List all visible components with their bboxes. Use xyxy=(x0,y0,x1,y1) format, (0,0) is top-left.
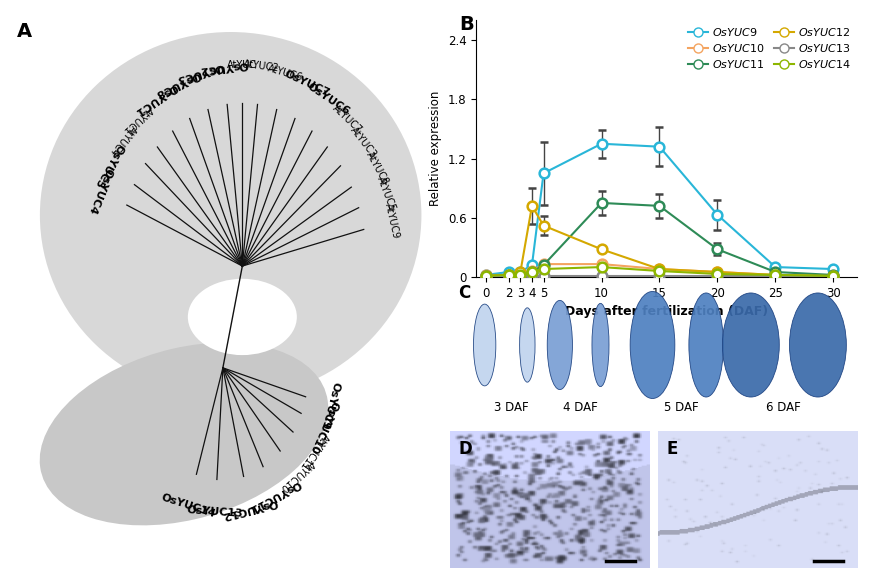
Text: AtYUC2: AtYUC2 xyxy=(242,59,280,74)
Text: OsYUC7: OsYUC7 xyxy=(283,69,331,99)
Text: OsYUC12: OsYUC12 xyxy=(221,497,279,520)
Text: AtYUC10: AtYUC10 xyxy=(278,458,316,493)
Ellipse shape xyxy=(723,293,780,397)
Text: AtYUC8: AtYUC8 xyxy=(364,150,390,187)
Text: AtYUC5: AtYUC5 xyxy=(375,175,397,213)
Text: AtYUC1: AtYUC1 xyxy=(121,103,154,135)
Ellipse shape xyxy=(39,343,328,525)
Text: C: C xyxy=(458,284,470,302)
Text: A: A xyxy=(17,22,31,41)
Text: E: E xyxy=(666,440,677,458)
Text: OsYUC13: OsYUC13 xyxy=(187,505,244,519)
Text: AtYUC4: AtYUC4 xyxy=(108,122,138,157)
Ellipse shape xyxy=(520,308,535,382)
Ellipse shape xyxy=(188,279,297,355)
Text: B: B xyxy=(459,15,474,34)
Text: AtYUC: AtYUC xyxy=(227,60,258,70)
Text: OsYUC14: OsYUC14 xyxy=(160,492,217,519)
Legend: $\it{OsYUC9}$, $\it{OsYUC10}$, $\it{OsYUC11}$, $\it{OsYUC12}$, $\it{OsYUC13}$, $: $\it{OsYUC9}$, $\it{OsYUC10}$, $\it{OsYU… xyxy=(688,26,851,70)
Text: AtYUC7: AtYUC7 xyxy=(330,103,364,135)
Text: AtYUC11: AtYUC11 xyxy=(297,431,330,471)
Text: OsYUC11: OsYUC11 xyxy=(247,478,302,514)
Text: OsYUC1: OsYUC1 xyxy=(134,82,179,117)
Text: OsYUC2: OsYUC2 xyxy=(198,59,248,75)
Text: OsYUC5: OsYUC5 xyxy=(93,142,126,189)
X-axis label: Days after fertilization (DAF): Days after fertilization (DAF) xyxy=(565,305,768,318)
Text: AtYUC9: AtYUC9 xyxy=(383,202,401,240)
Ellipse shape xyxy=(689,293,724,397)
Text: OsYUC6: OsYUC6 xyxy=(305,82,351,117)
Text: 4 DAF: 4 DAF xyxy=(563,401,598,414)
Text: OsYUC8: OsYUC8 xyxy=(153,69,202,99)
Text: OsYUC4: OsYUC4 xyxy=(86,166,114,215)
Text: D: D xyxy=(458,440,472,458)
Text: 3 DAF: 3 DAF xyxy=(494,401,529,414)
Text: AtYUC3: AtYUC3 xyxy=(349,125,378,160)
Text: AtYUC6: AtYUC6 xyxy=(266,63,303,83)
Text: OsYUC3: OsYUC3 xyxy=(175,61,225,85)
Ellipse shape xyxy=(547,300,572,389)
Text: OsYUC10: OsYUC10 xyxy=(309,399,340,455)
Ellipse shape xyxy=(789,293,846,397)
Ellipse shape xyxy=(592,303,609,387)
Text: OsYUC9: OsYUC9 xyxy=(319,380,341,430)
Ellipse shape xyxy=(630,292,675,399)
Ellipse shape xyxy=(40,32,421,398)
Ellipse shape xyxy=(474,304,496,386)
Y-axis label: Relative expression: Relative expression xyxy=(429,91,442,206)
Text: 5 DAF: 5 DAF xyxy=(664,401,699,414)
Text: 6 DAF: 6 DAF xyxy=(766,401,801,414)
